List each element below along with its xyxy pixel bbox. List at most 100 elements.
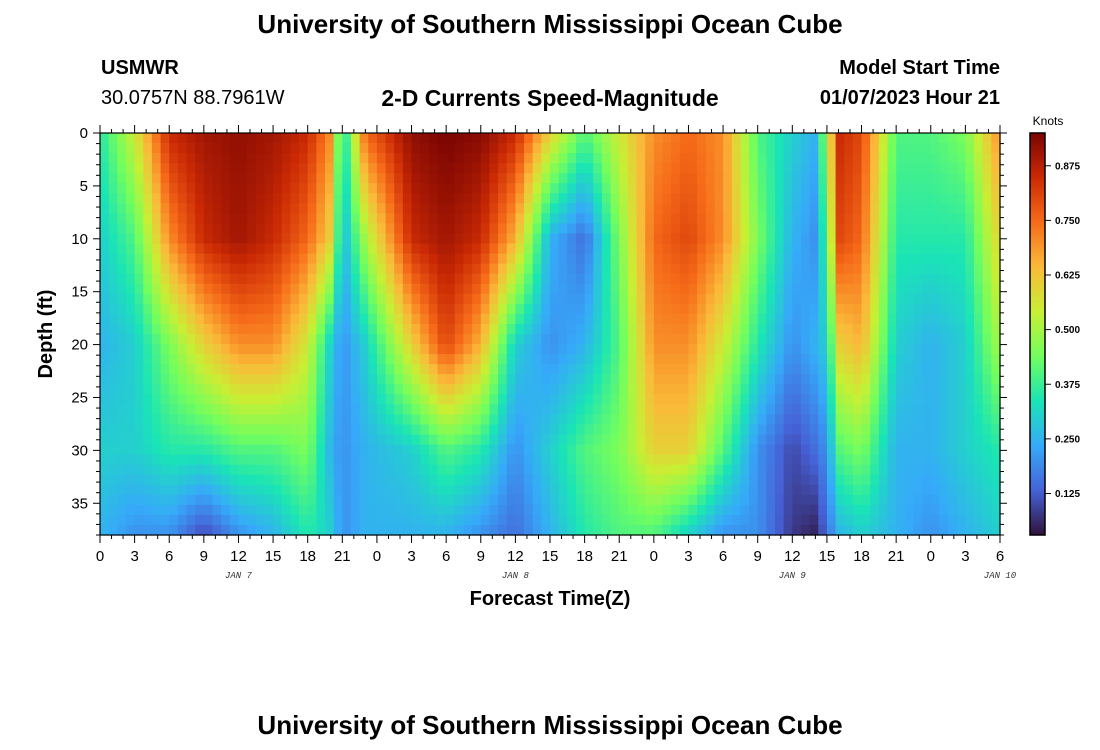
heatmap-cell: [550, 183, 560, 194]
heatmap-cell: [697, 293, 707, 305]
heatmap-cell: [359, 253, 369, 265]
heatmap-cell: [255, 344, 266, 355]
heatmap-cell: [195, 504, 205, 516]
heatmap-cell: [619, 424, 629, 436]
heatmap-cell: [221, 193, 231, 204]
heatmap-cell: [705, 263, 716, 275]
heatmap-cell: [593, 354, 603, 365]
heatmap-cell: [723, 183, 733, 194]
heatmap-cell: [896, 374, 906, 385]
day-label: JAN 7: [225, 571, 253, 581]
heatmap-cell: [498, 474, 508, 486]
heatmap-cell: [498, 344, 508, 355]
heatmap-cell: [402, 243, 413, 255]
heatmap-cell: [177, 243, 188, 255]
heatmap-cell: [550, 263, 560, 275]
heatmap-cell: [125, 354, 136, 365]
heatmap-cell: [532, 524, 542, 536]
heatmap-cell: [134, 344, 144, 355]
heatmap-cell: [186, 524, 196, 536]
heatmap-cell: [671, 203, 681, 214]
heatmap-cell: [826, 344, 837, 355]
heatmap-cell: [697, 253, 707, 265]
heatmap-cell: [160, 223, 170, 235]
heatmap-cell: [809, 133, 819, 144]
heatmap-cell: [350, 173, 361, 184]
heatmap-cell: [325, 183, 335, 194]
heatmap-cell: [273, 494, 283, 506]
heatmap-cell: [506, 233, 516, 245]
heatmap-cell: [273, 253, 283, 265]
heatmap-cell: [100, 193, 110, 204]
heatmap-cell: [870, 514, 880, 526]
heatmap-cell: [852, 504, 863, 516]
heatmap-cell: [316, 414, 326, 426]
heatmap-cell: [956, 143, 966, 154]
heatmap-cell: [800, 474, 811, 486]
heatmap-cell: [826, 454, 837, 466]
heatmap-cell: [532, 504, 542, 516]
heatmap-cell: [861, 283, 871, 295]
heatmap-cell: [913, 384, 923, 395]
heatmap-cell: [627, 313, 638, 325]
heatmap-cell: [619, 293, 629, 305]
heatmap-cell: [333, 514, 343, 526]
heatmap-cell: [169, 193, 179, 204]
heatmap-cell: [956, 374, 966, 385]
heatmap-cell: [939, 263, 949, 275]
heatmap-cell: [887, 213, 897, 225]
heatmap-cell: [610, 193, 620, 204]
heatmap-cell: [402, 354, 413, 365]
heatmap-cell: [653, 394, 664, 405]
heatmap-cell: [446, 404, 456, 415]
heatmap-cell: [264, 474, 274, 486]
heatmap-cell: [982, 173, 992, 184]
heatmap-cell: [350, 193, 361, 204]
heatmap-cell: [342, 484, 352, 496]
heatmap-cell: [878, 414, 889, 426]
heatmap-cell: [117, 484, 127, 496]
heatmap-cell: [939, 233, 949, 245]
heatmap-cell: [593, 163, 603, 174]
heatmap-cell: [108, 183, 118, 194]
heatmap-cell: [376, 384, 387, 395]
heatmap-cell: [264, 484, 274, 496]
heatmap-cell: [714, 243, 724, 255]
heatmap-cell: [169, 374, 179, 385]
heatmap-cell: [697, 434, 707, 446]
heatmap-cell: [117, 213, 127, 225]
heatmap-cell: [922, 313, 932, 325]
heatmap-cell: [775, 313, 785, 325]
heatmap-cell: [558, 434, 568, 446]
heatmap-cell: [221, 203, 231, 214]
heatmap-cell: [506, 424, 516, 436]
heatmap-cell: [299, 334, 309, 345]
heatmap-cell: [991, 454, 1001, 466]
heatmap-cell: [930, 334, 941, 345]
heatmap-cell: [896, 504, 906, 516]
heatmap-cell: [273, 444, 283, 456]
heatmap-cell: [143, 364, 153, 375]
heatmap-cell: [316, 163, 326, 174]
x-tick-label: 12: [507, 548, 524, 565]
heatmap-cell: [472, 334, 482, 345]
heatmap-cell: [783, 143, 793, 154]
heatmap-cell: [835, 524, 845, 536]
heatmap-cell: [558, 183, 568, 194]
heatmap-cell: [117, 524, 127, 536]
heatmap-cell: [203, 163, 214, 174]
heatmap-cell: [463, 163, 473, 174]
heatmap-cell: [325, 303, 335, 315]
heatmap-cell: [290, 354, 300, 365]
heatmap-cell: [325, 313, 335, 325]
heatmap-cell: [299, 223, 309, 235]
heatmap-cell: [714, 323, 724, 335]
heatmap-cell: [688, 193, 698, 204]
heatmap-cell: [723, 364, 733, 375]
heatmap-cell: [325, 494, 335, 506]
heatmap-cell: [307, 414, 317, 426]
heatmap-cell: [775, 394, 785, 405]
heatmap-cell: [792, 153, 802, 164]
heatmap-cell: [800, 514, 811, 526]
heatmap-cell: [627, 193, 638, 204]
